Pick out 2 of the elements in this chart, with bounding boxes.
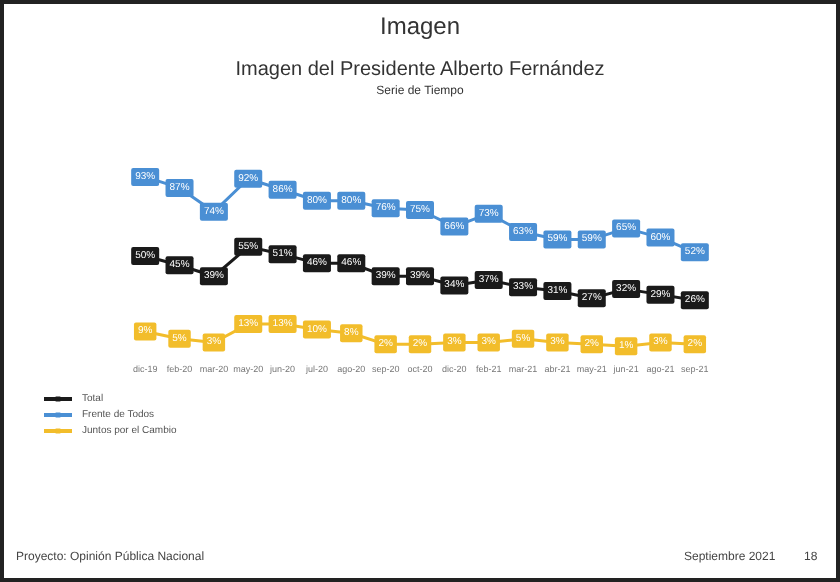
text: Imagen [379,12,461,40]
chart-title: Imagen del Presidente Alberto Fernández [235,59,605,81]
